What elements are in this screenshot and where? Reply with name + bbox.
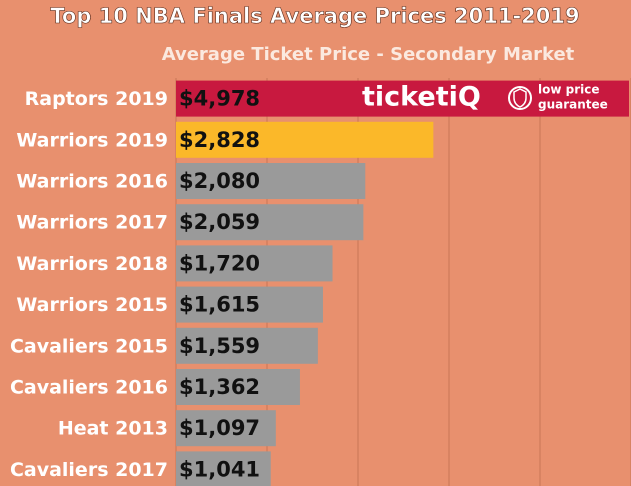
value-label: $1,097 bbox=[179, 416, 260, 440]
chart-title: Top 10 NBA Finals Average Prices 2011-20… bbox=[50, 4, 579, 28]
value-label: $2,059 bbox=[179, 210, 260, 234]
bar bbox=[176, 121, 434, 158]
category-label: Warriors 2016 bbox=[16, 171, 168, 193]
logo-brand: ticketiQ bbox=[362, 82, 481, 113]
logo-tagline: guarantee bbox=[538, 98, 608, 112]
logo-icon bbox=[508, 86, 532, 110]
bar bbox=[176, 369, 300, 405]
bar bbox=[176, 163, 366, 199]
category-label: Heat 2013 bbox=[58, 418, 168, 440]
bar bbox=[176, 451, 271, 486]
category-label: Raptors 2019 bbox=[25, 88, 168, 110]
value-label: $1,362 bbox=[179, 375, 260, 399]
bar bbox=[176, 204, 364, 241]
logo-shield bbox=[513, 88, 527, 108]
logo: ticketiQ low price guarantee bbox=[362, 82, 608, 113]
value-label: $1,559 bbox=[179, 334, 260, 358]
category-label: Warriors 2015 bbox=[16, 294, 168, 316]
bar bbox=[176, 327, 318, 364]
value-label: $4,978 bbox=[179, 87, 260, 111]
value-label: $2,828 bbox=[179, 128, 260, 152]
value-label: $1,720 bbox=[179, 251, 260, 275]
category-label: Warriors 2018 bbox=[16, 253, 168, 275]
value-label: $1,615 bbox=[179, 293, 260, 317]
category-label: Cavaliers 2015 bbox=[10, 335, 168, 357]
bar bbox=[176, 245, 333, 282]
chart-subtitle: Average Ticket Price - Secondary Market bbox=[162, 44, 575, 65]
category-label: Warriors 2017 bbox=[16, 212, 168, 234]
value-label: $2,080 bbox=[179, 169, 260, 193]
category-label: Warriors 2019 bbox=[16, 129, 168, 151]
logo-tagline: low price bbox=[538, 83, 600, 97]
category-label: Cavaliers 2017 bbox=[10, 459, 168, 481]
bar bbox=[176, 410, 276, 447]
plot: Raptors 2019 $4,978 Warriors 2019 $2,828 War… bbox=[10, 78, 631, 486]
value-label: $1,041 bbox=[179, 457, 260, 481]
bar bbox=[176, 80, 629, 117]
category-label: Cavaliers 2016 bbox=[10, 377, 168, 399]
bar bbox=[176, 286, 323, 323]
